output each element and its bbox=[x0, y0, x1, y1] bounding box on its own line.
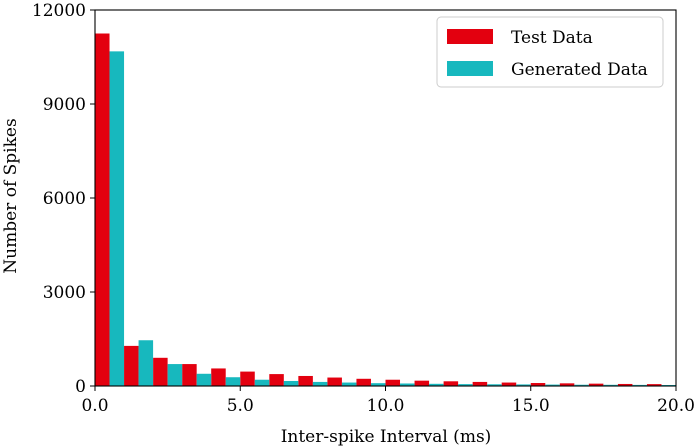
y-tick-label-3: 9000 bbox=[43, 95, 86, 115]
bar-test-7 bbox=[298, 375, 313, 386]
bar-generated-14 bbox=[516, 384, 531, 386]
legend-swatch-generated-data bbox=[447, 61, 493, 76]
x-axis-label: Inter-spike Interval (ms) bbox=[281, 427, 492, 447]
bar-test-13 bbox=[472, 381, 488, 386]
bar-test-5 bbox=[240, 371, 255, 386]
bar-generated-0 bbox=[109, 51, 125, 387]
x-tick-label-3: 15.0 bbox=[512, 396, 550, 416]
bar-generated-11 bbox=[429, 383, 444, 386]
bar-test-9 bbox=[356, 378, 371, 386]
legend-swatch-test-data bbox=[447, 29, 493, 44]
legend-frame bbox=[436, 16, 664, 88]
bar-test-2 bbox=[153, 357, 168, 386]
bar-generated-10 bbox=[400, 383, 415, 386]
bar-test-1 bbox=[124, 345, 139, 386]
bar-test-19 bbox=[646, 384, 662, 386]
bar-generated-13 bbox=[487, 384, 502, 386]
bar-generated-15 bbox=[545, 384, 560, 386]
y-tick-label-4: 12000 bbox=[32, 1, 86, 21]
bar-test-14 bbox=[501, 382, 517, 386]
bar-test-6 bbox=[269, 374, 284, 386]
bar-generated-5 bbox=[254, 379, 270, 386]
bar-test-15 bbox=[530, 383, 546, 386]
bar-test-11 bbox=[414, 380, 430, 386]
bar-test-18 bbox=[617, 383, 633, 386]
bar-test-0 bbox=[95, 33, 110, 386]
legend: Test Data Generated Data bbox=[436, 16, 664, 88]
legend-label-generated-data: Generated Data bbox=[511, 60, 648, 80]
bar-generated-2 bbox=[167, 364, 183, 386]
bars-group bbox=[95, 33, 676, 387]
legend-label-test-data: Test Data bbox=[511, 28, 593, 48]
y-axis-label: Number of Spikes bbox=[1, 118, 21, 273]
x-tick-label-4: 20.0 bbox=[657, 396, 695, 416]
bar-generated-4 bbox=[225, 377, 241, 386]
bar-generated-9 bbox=[370, 383, 386, 386]
bar-test-16 bbox=[559, 383, 575, 386]
bar-test-4 bbox=[211, 368, 226, 386]
bar-test-12 bbox=[443, 381, 459, 386]
y-tick-label-1: 3000 bbox=[43, 283, 86, 303]
y-tick-label-0: 0 bbox=[75, 377, 86, 397]
bar-test-3 bbox=[182, 364, 197, 386]
y-tick-label-2: 6000 bbox=[43, 189, 86, 209]
bar-generated-16 bbox=[574, 384, 589, 386]
bar-generated-8 bbox=[341, 382, 357, 386]
x-tick-label-0: 0.0 bbox=[81, 396, 108, 416]
bar-test-8 bbox=[327, 377, 342, 386]
x-tick-label-1: 5.0 bbox=[227, 396, 254, 416]
bar-generated-7 bbox=[312, 381, 328, 386]
bar-generated-3 bbox=[196, 373, 212, 386]
bar-generated-6 bbox=[283, 380, 299, 386]
x-tick-label-2: 10.0 bbox=[367, 396, 405, 416]
bar-test-17 bbox=[588, 383, 604, 386]
bar-generated-12 bbox=[458, 384, 473, 386]
bar-test-10 bbox=[385, 379, 401, 386]
bar-generated-17 bbox=[603, 384, 618, 386]
bar-generated-1 bbox=[138, 340, 154, 386]
ticks-group: 0.0 5.0 10.0 15.0 20.0 0 3000 6000 9000 12000 bbox=[32, 1, 695, 416]
